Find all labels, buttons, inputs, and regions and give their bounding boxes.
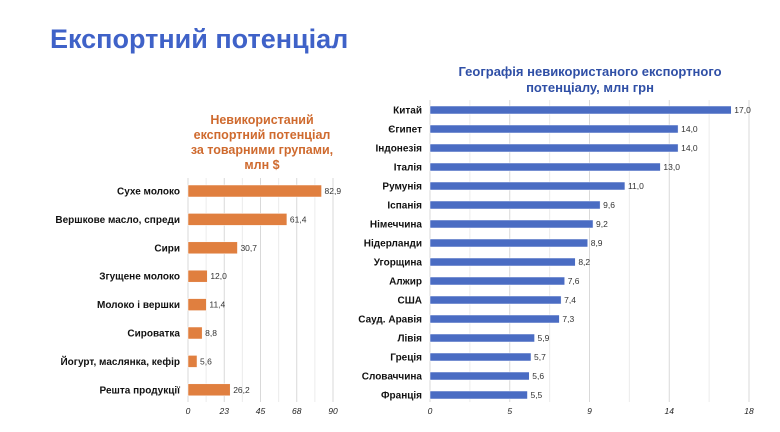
right-category-label: Румунія (382, 182, 422, 193)
right-value-label: 5,6 (532, 371, 544, 381)
left-category-label: Сухе молоко (117, 187, 180, 198)
left-category-label: Сироватка (127, 329, 180, 340)
right-tick-label: 0 (428, 406, 433, 416)
left-bar (187, 269, 208, 283)
right-bar (429, 390, 528, 400)
left-value-label: 61,4 (290, 214, 307, 224)
left-bar (187, 213, 288, 226)
right-value-label: 13,0 (663, 162, 680, 172)
right-value-label: 8,9 (591, 238, 603, 248)
right-bar (429, 124, 679, 134)
right-value-label: 7,4 (564, 295, 576, 305)
right-value-label: 14,0 (681, 124, 698, 134)
left-tick-label: 45 (256, 406, 266, 416)
right-value-label: 8,2 (578, 257, 590, 267)
right-bar (429, 276, 565, 286)
right-category-label: Китай (393, 106, 422, 117)
right-category-label: Греція (390, 353, 422, 364)
right-category-label: Іспанія (387, 201, 422, 212)
right-bar (429, 371, 530, 381)
left-bar (187, 241, 238, 255)
left-tick-label: 90 (328, 406, 338, 416)
left-bar (187, 383, 231, 397)
right-value-label: 5,5 (530, 390, 542, 400)
right-value-label: 17,0 (734, 105, 751, 115)
right-bar (429, 219, 594, 229)
left-tick-label: 68 (292, 406, 302, 416)
left-chart-title-line: за товарними групами, (190, 143, 334, 157)
left-category-label: Сири (154, 243, 180, 254)
right-category-label: Угорщина (374, 258, 423, 269)
right-chart-title: Географія невикористаного експортного по… (420, 64, 760, 96)
left-value-label: 5,6 (200, 356, 212, 366)
right-chart-title-line: потенціалу, млн грн (526, 80, 654, 95)
left-value-label: 11,4 (209, 300, 225, 310)
left-chart-title: Невикористаний експортний потенціал за т… (170, 113, 354, 173)
left-category-label: Решта продукції (100, 385, 181, 396)
left-value-label: 12,0 (210, 271, 227, 281)
left-bar (187, 326, 203, 340)
left-bar (187, 184, 322, 198)
right-value-label: 7,6 (568, 276, 580, 286)
right-value-label: 9,6 (603, 200, 615, 210)
right-category-label: Словаччина (362, 372, 423, 383)
right-value-label: 7,3 (562, 314, 574, 324)
left-tick-label: 23 (219, 406, 230, 416)
right-bar (429, 333, 535, 343)
right-category-label: Єгипет (388, 125, 422, 136)
right-bar (429, 314, 560, 324)
left-category-label: Молоко і вершки (97, 300, 180, 311)
right-value-label: 9,2 (596, 219, 608, 229)
left-value-label: 82,9 (325, 186, 342, 196)
right-bar (429, 181, 626, 191)
left-value-label: 30,7 (240, 243, 257, 253)
right-category-label: Сауд. Аравія (358, 315, 422, 326)
right-tick-label: 5 (507, 406, 512, 416)
right-tick-label: 18 (744, 406, 754, 416)
left-bar (187, 355, 198, 368)
left-value-label: 8,8 (205, 328, 217, 338)
right-category-label: Франція (381, 391, 422, 402)
right-category-label: Німеччина (370, 220, 423, 231)
right-category-label: Італія (394, 163, 422, 174)
slide-title: Експортний потенціал (50, 24, 349, 54)
left-tick-label: 0 (186, 406, 191, 416)
left-chart-title-line: Невикористаний (210, 113, 314, 127)
right-category-label: Лівія (397, 334, 422, 345)
right-category-label: Індонезія (376, 144, 423, 155)
left-category-label: Вершкове масло, спреди (55, 215, 180, 226)
left-category-label: Йогурт, маслянка, кефір (60, 355, 180, 368)
left-value-label: 26,2 (233, 385, 250, 395)
right-tick-label: 9 (587, 406, 592, 416)
right-bar (429, 295, 562, 305)
left-chart-title-line: експортний потенціал (193, 128, 331, 142)
left-category-label: Згущене молоко (99, 272, 180, 283)
right-bar (429, 105, 732, 115)
right-tick-label: 14 (665, 406, 675, 416)
right-bar (429, 352, 532, 362)
right-value-label: 5,7 (534, 352, 546, 362)
right-category-label: Нідерланди (364, 239, 422, 250)
right-category-label: США (398, 296, 423, 307)
right-bar (429, 200, 601, 210)
left-bar (187, 298, 207, 311)
right-value-label: 11,0 (628, 181, 644, 191)
left-chart-title-line: млн $ (244, 158, 280, 172)
right-bar (429, 238, 588, 248)
right-value-label: 5,9 (538, 333, 550, 343)
right-bar (429, 162, 661, 172)
right-category-label: Алжир (389, 277, 422, 288)
right-bar (429, 257, 576, 267)
right-value-label: 14,0 (681, 143, 698, 153)
right-bar (429, 143, 679, 153)
right-chart-title-line: Географія невикористаного експортного (458, 64, 722, 79)
